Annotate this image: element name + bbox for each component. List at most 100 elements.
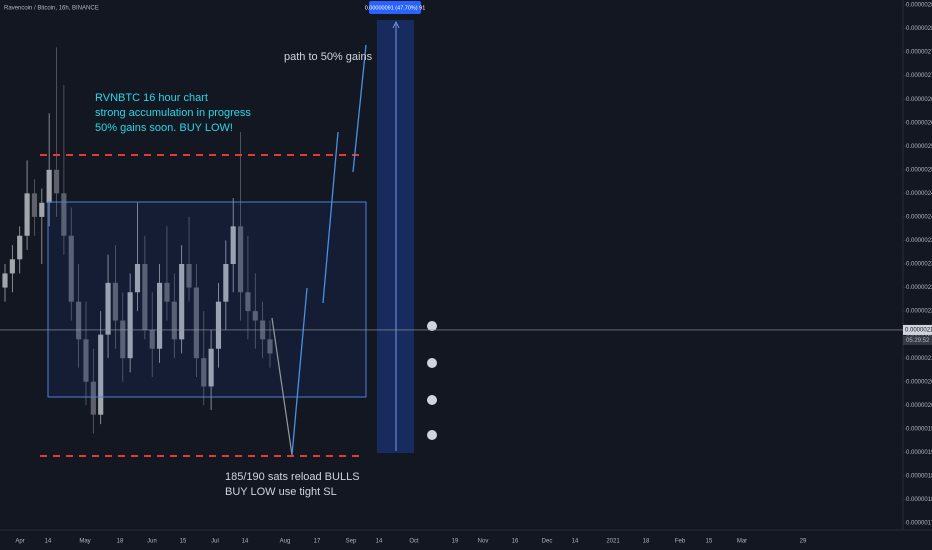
candle-body	[201, 358, 207, 387]
annotation: path to 50% gains	[284, 51, 373, 63]
candle-body	[61, 193, 67, 236]
x-tick-label: 14	[242, 539, 249, 545]
x-tick-label: 14	[572, 539, 579, 545]
x-tick-label: Sep	[346, 539, 357, 545]
candle-body	[68, 235, 74, 302]
candle-body	[171, 301, 177, 340]
candle-body	[149, 329, 155, 349]
candle-body	[164, 282, 170, 302]
plot-area	[2, 47, 273, 434]
x-tick-label: Feb	[675, 539, 686, 545]
candle-body	[245, 292, 251, 312]
annotation: strong accumulation in progress	[95, 107, 251, 119]
arrow-icon	[427, 430, 437, 440]
x-tick-label: May	[79, 539, 90, 545]
x-tick-label: 15	[706, 539, 713, 545]
candle-body	[105, 282, 111, 335]
y-tick-label: 0.00000240	[906, 214, 932, 220]
candle-body	[215, 301, 222, 349]
projection-down	[271, 317, 293, 456]
candle-body	[252, 311, 258, 321]
y-tick-label: 0.00000180	[906, 497, 932, 503]
y-tick-label: 0.00000265	[906, 97, 932, 103]
y-tick-label: 0.00000260	[906, 120, 932, 126]
measure-box	[377, 20, 414, 453]
candle-body	[237, 226, 244, 293]
candle-body	[208, 348, 214, 387]
path-line	[291, 287, 308, 456]
measure-arrow-head	[392, 21, 400, 29]
y-tick-label: 0.00000245	[906, 191, 932, 197]
accumulation-box	[47, 201, 367, 398]
measure-label-box	[369, 1, 421, 14]
candle-body	[83, 339, 89, 382]
y-tick-label: 0.00000195	[906, 426, 932, 432]
countdown-box	[903, 335, 932, 345]
candle-body	[127, 292, 133, 359]
candle-body	[112, 282, 118, 321]
countdown-label: 05:29:52	[906, 338, 930, 344]
y-tick-label: 0.00000285	[906, 3, 932, 9]
x-tick-label: Mar	[737, 539, 747, 545]
chart-title: Ravencoin / Bitcoin, 16h, BINANCE	[4, 6, 99, 12]
x-tick-label: Oct	[409, 539, 419, 545]
x-tick-label: 15	[180, 539, 187, 545]
candle-body	[24, 193, 30, 236]
candle-body	[9, 259, 15, 274]
y-tick-label: 0.00000250	[906, 167, 932, 173]
x-tick-label: Jun	[147, 539, 157, 545]
annotation: 185/190 sats reload BULLS	[225, 471, 360, 483]
x-tick-label: Aug	[280, 539, 291, 545]
arrow-icon	[427, 321, 437, 331]
x-tick-label: 18	[117, 539, 124, 545]
y-tick-label: 0.00000185	[906, 473, 932, 479]
y-tick-label: 0.00000210	[906, 356, 932, 362]
alert-icons	[427, 321, 437, 440]
candle-body	[179, 264, 185, 340]
y-tick-label: 0.00000270	[906, 73, 932, 79]
y-tick-label: 0.00000275	[906, 50, 932, 56]
candle-body	[2, 273, 8, 288]
y-tick-label: 0.00000235	[906, 238, 932, 244]
last-price-box	[903, 324, 932, 335]
candle-body	[31, 193, 38, 217]
arrow-icon	[427, 358, 437, 368]
candle-body	[46, 169, 52, 203]
annotation: 50% gains soon. BUY LOW!	[95, 122, 233, 134]
y-tick-label: 0.00000190	[906, 450, 932, 456]
arrow-icon	[427, 395, 437, 405]
x-tick-label: 19	[452, 539, 459, 545]
candle-body	[17, 235, 23, 260]
y-tick-label: 0.00000220	[906, 309, 932, 315]
x-tick-label: 14	[376, 539, 383, 545]
candle-body	[98, 334, 104, 415]
y-tick-label: 0.00000175	[906, 521, 932, 527]
x-tick-label: 14	[45, 539, 52, 545]
candle-body	[186, 264, 192, 288]
x-tick-label: 16	[512, 539, 519, 545]
path-line	[322, 131, 339, 304]
x-tick-label: Jul	[211, 539, 219, 545]
candle-body	[157, 282, 163, 349]
y-tick-label: 0.00000225	[906, 285, 932, 291]
candle-body	[53, 169, 60, 194]
x-tick-label: 29	[800, 539, 807, 545]
y-tick-label: 0.00000200	[906, 403, 932, 409]
candle-body	[230, 226, 236, 264]
last-price-label: 0.00000216	[905, 328, 932, 334]
measure-label: 0.00000091 (47.70%) 91	[365, 5, 426, 11]
annotation: RVNBTC 16 hour chart	[95, 92, 208, 104]
x-tick-label: 17	[314, 539, 321, 545]
candle-body	[120, 320, 126, 359]
candle-body	[142, 264, 148, 330]
x-tick-label: Apr	[15, 539, 24, 545]
candle-body	[223, 264, 229, 302]
candle-body	[134, 264, 141, 293]
candle-body	[76, 301, 82, 340]
path-line	[352, 44, 367, 173]
candle-body	[267, 339, 273, 354]
x-tick-label: 2021	[606, 539, 620, 545]
